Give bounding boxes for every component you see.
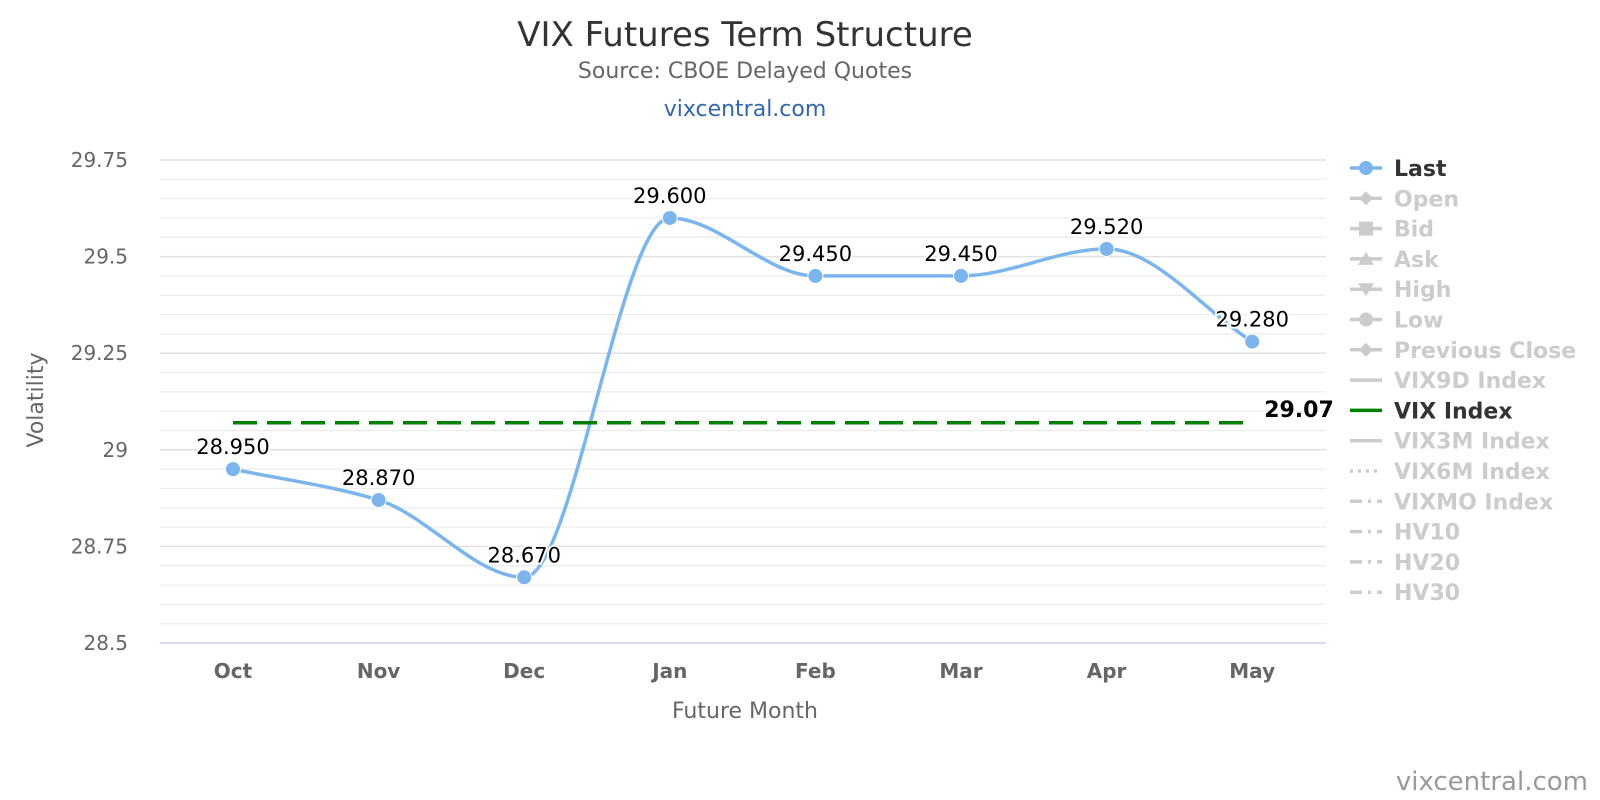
data-point-last[interactable] (807, 267, 824, 284)
legend-symbol-triangle (1358, 251, 1374, 265)
chart-title: VIX Futures Term Structure (517, 15, 973, 55)
legend-symbol-circle (1359, 161, 1373, 175)
data-label-last: 28.870 (342, 466, 415, 490)
axis-layer: 28.5 28.75 29 29.25 29.5 29.75 Oct Nov Dec Jan Feb… (71, 148, 1326, 683)
x-axis-title: Future Month (672, 699, 818, 724)
legend-label: HV20 (1394, 551, 1460, 576)
chart-subtitle: Source: CBOE Delayed Quotes (578, 59, 912, 84)
legend-item[interactable]: Open (1350, 187, 1459, 212)
y-tick-label: 28.5 (83, 631, 128, 655)
data-label-last: 29.520 (1070, 215, 1143, 239)
y-tick-label: 29.5 (83, 245, 128, 269)
subtitle-link[interactable]: vixcentral.com (664, 97, 827, 122)
data-point-last[interactable] (225, 461, 241, 478)
grid-layer (160, 159, 1326, 644)
data-label-last: 29.450 (779, 242, 852, 266)
data-point-last[interactable] (370, 492, 387, 509)
legend: Last Open Bid Ask High Low Previous Close VIX9D… (1350, 157, 1576, 606)
data-point-last[interactable] (516, 569, 533, 586)
legend-symbol-diamond (1359, 342, 1373, 357)
y-axis-title: Volatility (24, 352, 49, 447)
legend-label: Last (1394, 157, 1447, 182)
legend-item[interactable]: HV10 (1350, 521, 1460, 546)
data-label-last: 28.950 (196, 435, 269, 459)
legend-item[interactable]: Last (1350, 157, 1447, 182)
legend-item[interactable]: HV30 (1350, 581, 1460, 606)
legend-item[interactable]: VIX Index (1350, 399, 1513, 424)
credits-link[interactable]: vixcentral.com (1396, 767, 1588, 797)
legend-item[interactable]: Bid (1350, 218, 1434, 243)
legend-label: Low (1394, 309, 1443, 334)
y-tick-label: 29.75 (71, 148, 128, 172)
x-tick-label: Nov (357, 659, 401, 683)
legend-label: High (1394, 278, 1451, 303)
x-tick-label: Dec (503, 659, 545, 683)
data-label-last: 29.280 (1215, 308, 1288, 332)
x-tick-label: Mar (939, 659, 982, 683)
x-tick-label: May (1229, 659, 1275, 683)
data-point-last[interactable] (953, 267, 969, 284)
x-tick-label: Feb (795, 659, 836, 683)
legend-symbol-square (1359, 221, 1373, 236)
legend-label: Open (1394, 187, 1459, 212)
legend-label: Previous Close (1394, 339, 1576, 364)
legend-symbol-circle (1359, 312, 1373, 327)
x-tick-label: Apr (1087, 659, 1127, 683)
legend-item[interactable]: Ask (1350, 248, 1440, 273)
data-label-last: 28.670 (487, 543, 560, 567)
legend-label: Bid (1394, 218, 1434, 243)
legend-label: VIX3M Index (1394, 430, 1550, 455)
legend-item[interactable]: HV20 (1350, 551, 1460, 576)
vix-index-value-label: 29.07 (1264, 398, 1334, 423)
data-point-last[interactable] (1244, 333, 1261, 350)
legend-item[interactable]: VIX6M Index (1350, 460, 1550, 485)
legend-item[interactable]: Previous Close (1350, 339, 1576, 364)
y-tick-label: 29 (103, 438, 128, 462)
y-tick-label: 28.75 (71, 534, 128, 558)
legend-item[interactable]: High (1350, 278, 1451, 303)
data-point-last[interactable] (661, 209, 678, 226)
legend-label: Ask (1394, 248, 1440, 273)
legend-item[interactable]: VIX3M Index (1350, 430, 1550, 455)
y-tick-label: 29.25 (71, 341, 128, 365)
data-label-last: 29.600 (633, 184, 706, 208)
legend-label: VIX Index (1394, 399, 1513, 424)
x-tick-label: Jan (650, 659, 687, 683)
legend-item[interactable]: VIX9D Index (1350, 369, 1546, 394)
series-layer (225, 209, 1261, 586)
legend-label: VIX6M Index (1394, 460, 1550, 485)
legend-label: VIXMO Index (1394, 490, 1553, 515)
x-tick-label: Oct (214, 659, 253, 683)
data-label-layer: 29.07 28.950 28.870 28.670 29.600 29.450 29.45… (194, 182, 1334, 569)
legend-symbol-triangle-down (1358, 283, 1374, 297)
data-label-last: 29.450 (924, 242, 997, 266)
legend-label: VIX9D Index (1394, 369, 1546, 394)
legend-symbol-diamond (1359, 191, 1373, 206)
legend-label: HV30 (1394, 581, 1460, 606)
data-point-last[interactable] (1098, 240, 1115, 257)
series-line-last (231, 216, 1254, 580)
legend-label: HV10 (1394, 521, 1460, 546)
legend-item[interactable]: VIXMO Index (1350, 490, 1553, 515)
legend-item[interactable]: Low (1350, 309, 1443, 334)
